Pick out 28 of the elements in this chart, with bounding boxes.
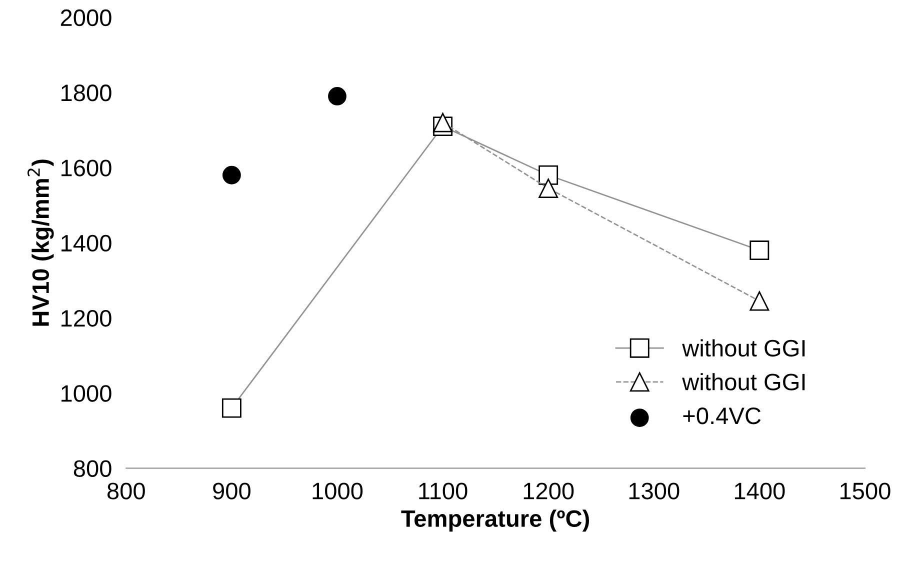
- point: [538, 178, 558, 198]
- x-tick-label: 1400: [734, 482, 785, 500]
- point: [750, 291, 770, 311]
- point: [222, 398, 242, 418]
- y-tick-label: 800: [74, 460, 112, 477]
- point: [328, 87, 346, 106]
- legend-label: +0.4VC: [683, 408, 761, 424]
- legend-label: without GGI: [682, 339, 805, 357]
- point: [750, 240, 770, 260]
- x-tick-label: 800: [107, 482, 145, 500]
- y-tick-label: 1800: [62, 84, 112, 102]
- point: [538, 165, 558, 185]
- x-tick-label: 900: [213, 482, 250, 500]
- point: [433, 112, 452, 132]
- y-tick-label: 2000: [60, 9, 112, 26]
- y-tick-label: 1000: [62, 385, 112, 402]
- y-axis-title: HV10 (kg/mm$^{2}$): [27, 160, 54, 326]
- y-tick-label: 1400: [62, 234, 112, 252]
- legend-label: without GGI: [682, 373, 805, 390]
- x-tick-label: 1100: [419, 482, 468, 500]
- x-tick-label: 1000: [312, 482, 363, 500]
- x-tick-label: 1200: [524, 482, 574, 500]
- point: [222, 166, 241, 184]
- y-tick-label: 1600: [62, 160, 112, 176]
- x-tick-label: 1500: [840, 482, 890, 500]
- x-axis-title: Temperature (ºC): [401, 510, 589, 532]
- y-tick-label: 1200: [62, 310, 112, 327]
- x-tick-label: 1300: [629, 482, 680, 500]
